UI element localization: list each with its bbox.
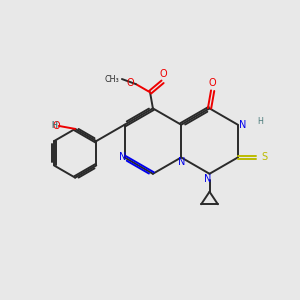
Text: O: O: [53, 121, 60, 131]
Text: O: O: [160, 69, 168, 80]
Text: N: N: [178, 158, 185, 167]
Text: H: H: [51, 121, 57, 130]
Text: CH₃: CH₃: [105, 74, 120, 83]
Text: H: H: [52, 122, 57, 130]
Text: S: S: [262, 152, 268, 162]
Text: H: H: [257, 117, 263, 126]
Text: O: O: [209, 78, 217, 88]
Text: N: N: [204, 174, 212, 184]
Text: N: N: [239, 120, 247, 130]
Text: N: N: [119, 152, 127, 162]
Text: O: O: [126, 78, 134, 88]
